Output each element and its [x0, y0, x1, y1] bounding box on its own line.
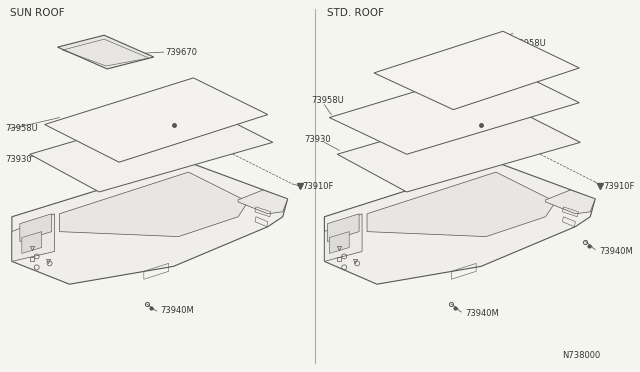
- Text: 73930: 73930: [305, 135, 331, 144]
- Text: 73910F: 73910F: [303, 183, 334, 192]
- Text: 73910Z: 73910Z: [117, 105, 149, 114]
- Polygon shape: [324, 162, 595, 284]
- Polygon shape: [330, 65, 579, 154]
- Text: 739670: 739670: [166, 48, 198, 57]
- Text: 73930: 73930: [5, 155, 31, 164]
- Text: 73910Z: 73910Z: [458, 105, 490, 114]
- Text: 73940M: 73940M: [599, 247, 633, 256]
- Text: 73958U: 73958U: [5, 124, 38, 133]
- Polygon shape: [22, 232, 42, 253]
- Text: N738000: N738000: [562, 351, 600, 360]
- Polygon shape: [45, 78, 268, 162]
- Polygon shape: [12, 214, 54, 262]
- Text: 73958U: 73958U: [312, 96, 344, 105]
- Text: 73930: 73930: [466, 110, 493, 119]
- Polygon shape: [60, 172, 248, 237]
- Polygon shape: [337, 105, 580, 192]
- Polygon shape: [20, 214, 52, 241]
- Polygon shape: [374, 31, 579, 110]
- Polygon shape: [324, 214, 362, 262]
- Polygon shape: [12, 162, 287, 284]
- Polygon shape: [327, 214, 359, 241]
- Text: SUN ROOF: SUN ROOF: [10, 9, 65, 18]
- Text: 73958U: 73958U: [513, 39, 546, 48]
- Text: 73910F: 73910F: [603, 183, 634, 192]
- Text: STD. ROOF: STD. ROOF: [327, 9, 385, 18]
- Polygon shape: [330, 232, 349, 253]
- Polygon shape: [367, 172, 556, 237]
- Text: 73940M: 73940M: [465, 310, 499, 318]
- Polygon shape: [29, 105, 273, 192]
- Polygon shape: [238, 190, 287, 214]
- Polygon shape: [58, 35, 154, 69]
- Text: 73940M: 73940M: [161, 307, 195, 315]
- Polygon shape: [545, 190, 595, 214]
